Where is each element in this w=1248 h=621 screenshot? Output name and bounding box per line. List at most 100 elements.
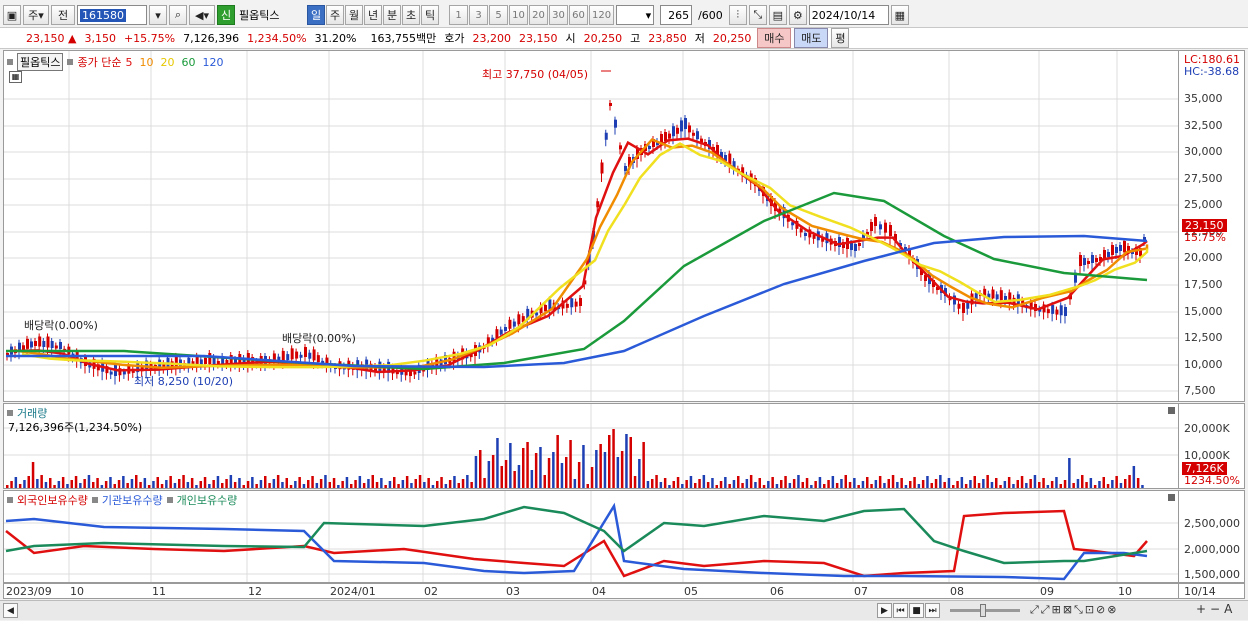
volume-bar <box>341 481 344 488</box>
candle-body <box>34 341 37 346</box>
date-input[interactable]: 2024/10/14 <box>808 5 889 25</box>
interval-button[interactable]: 5 <box>489 5 508 25</box>
interval-button[interactable]: 60 <box>569 5 588 25</box>
panel-close-icon[interactable] <box>1168 494 1175 501</box>
candle-body <box>1008 292 1012 303</box>
volume-bar <box>74 476 78 488</box>
volume-bar <box>246 481 250 488</box>
interval-button[interactable]: 10 <box>509 5 528 25</box>
scroll-end-icon[interactable]: ⏭ <box>925 603 940 618</box>
volume-bar <box>749 475 753 488</box>
candle-body <box>936 287 939 290</box>
candle-body <box>1042 304 1046 313</box>
stock-name-tag[interactable]: 필옵틱스 <box>17 53 64 71</box>
save-icon[interactable]: ▤ <box>768 5 787 25</box>
scroll-left-icon[interactable]: ◀ <box>3 603 18 618</box>
count-input[interactable]: 265 <box>660 5 693 25</box>
volume-bar <box>1072 483 1075 488</box>
indicator-icon[interactable]: ⫶ <box>728 5 747 25</box>
candle-body <box>858 243 861 246</box>
draw-icon[interactable]: ⤡ <box>748 5 767 25</box>
volume-panel[interactable]: 거래량 7,126,396주(1,234.50%) <box>3 403 1179 489</box>
period-tab[interactable]: 틱 <box>421 5 439 25</box>
interval-button[interactable]: 1 <box>449 5 468 25</box>
candle-body <box>486 337 490 346</box>
period-tab[interactable]: 일 <box>307 5 325 25</box>
week-select[interactable]: 주 ▾ <box>23 5 49 25</box>
zoom-slider-handle[interactable] <box>980 604 986 617</box>
volume-bar <box>242 485 245 488</box>
volume-bar <box>328 482 331 488</box>
interval-button[interactable]: 3 <box>469 5 488 25</box>
volume-bar <box>625 434 628 488</box>
grid-toggle-icon[interactable]: ▦ <box>9 71 22 83</box>
calendar-icon[interactable]: ▦ <box>890 5 909 25</box>
interval-button[interactable]: 120 <box>589 5 615 25</box>
candle-body <box>1107 252 1110 257</box>
candle-body <box>548 299 552 311</box>
lc-label: LC:180.61 <box>1184 53 1241 66</box>
candle-body <box>1103 250 1106 259</box>
drawing-tools-icon[interactable]: ⤢⤢⊞⊠⤡⊡⊘⊗ <box>1030 603 1119 616</box>
period-tab[interactable]: 년 <box>364 5 382 25</box>
panel-close-icon[interactable] <box>1168 407 1175 414</box>
volume-bar <box>681 484 684 488</box>
volume-bar <box>285 478 288 488</box>
speaker-icon[interactable]: ◀▾ <box>189 5 215 25</box>
interval-input[interactable]: ▾ <box>616 5 655 25</box>
period-tab[interactable]: 월 <box>345 5 363 25</box>
volume-bar <box>754 482 757 488</box>
volume-bar <box>629 437 632 488</box>
dividend-annotation-1: 배당락(0.00%) <box>24 319 98 332</box>
candle-body <box>1127 246 1130 253</box>
candle-body <box>708 140 711 149</box>
candle-body <box>216 361 220 364</box>
volume-bar <box>18 484 22 488</box>
period-tab[interactable]: 초 <box>402 5 420 25</box>
candle-body <box>504 327 507 331</box>
volume-bar <box>952 485 955 488</box>
dropdown-icon[interactable]: ▾ <box>149 5 167 25</box>
holdings-panel[interactable]: 외국인보유수량 기관보유수량 개인보유수량 <box>3 490 1179 583</box>
volume-bar <box>801 482 804 488</box>
volume-pct-tag: 1234.50% <box>1184 474 1240 487</box>
candle-body <box>1143 237 1146 241</box>
stop-icon[interactable]: ■ <box>909 603 924 618</box>
bid-price-1: 23,200 <box>472 31 512 45</box>
volume-bar <box>31 462 35 488</box>
current-price-tag: 23,150 <box>1182 219 1227 232</box>
period-tab[interactable]: 분 <box>383 5 401 25</box>
eval-button[interactable]: 평 <box>831 28 850 48</box>
scroll-right-icon[interactable]: ▶ <box>877 603 892 618</box>
period-tab[interactable]: 주 <box>326 5 344 25</box>
volume-bar <box>307 480 310 488</box>
candle-body <box>22 345 25 351</box>
volume-bar <box>57 481 61 488</box>
price-tick: 17,500 <box>1184 278 1223 291</box>
price-chart-panel[interactable]: 필옵틱스 종가 단순 5 10 20 60 120 ▦ 최고 37,750 (04/05… <box>3 50 1179 402</box>
buy-button[interactable]: 매수 <box>757 28 792 48</box>
zoom-controls-icon[interactable]: +−A <box>1196 602 1237 616</box>
candle-body <box>579 298 582 306</box>
sell-button[interactable]: 매도 <box>794 28 829 48</box>
prev-button[interactable]: 전 <box>51 5 75 25</box>
scroll-bar[interactable]: ◀ ▶ ⏮ ■ ⏭ ⤢⤢⊞⊠⤡⊡⊘⊗ +−A <box>0 600 1248 620</box>
volume-bar <box>969 480 972 488</box>
scroll-begin-icon[interactable]: ⏮ <box>893 603 908 618</box>
volume-bar <box>238 478 241 488</box>
candle-body <box>854 244 857 251</box>
volume-bar <box>479 450 482 488</box>
layout-icon[interactable]: ▣ <box>3 5 21 25</box>
volume-bar <box>1025 483 1028 488</box>
stock-code-input[interactable]: 161580 <box>77 5 147 25</box>
volume-bar <box>1038 482 1041 488</box>
candle-body <box>924 275 927 281</box>
candle-body <box>42 341 46 347</box>
interval-button[interactable]: 30 <box>549 5 568 25</box>
gear-icon[interactable]: ⚙ <box>788 5 807 25</box>
candle-body <box>234 359 237 364</box>
volume-bar <box>350 484 353 488</box>
interval-button[interactable]: 20 <box>529 5 548 25</box>
candle-body <box>286 354 290 361</box>
search-icon[interactable]: ⌕ <box>169 5 187 25</box>
